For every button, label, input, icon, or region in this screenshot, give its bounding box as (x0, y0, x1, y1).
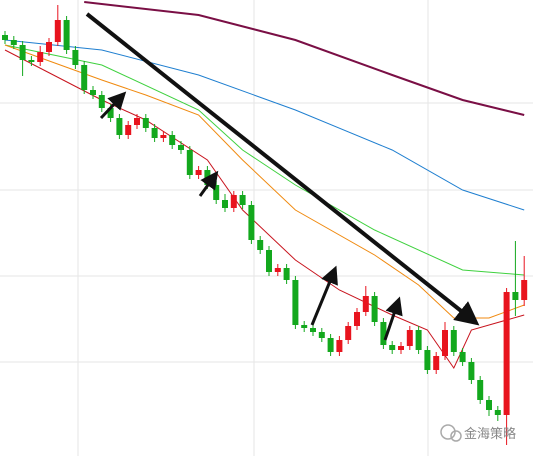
candle-body (362, 296, 369, 312)
candle-body (389, 345, 396, 350)
candle-body (116, 118, 123, 135)
candle-body (468, 362, 475, 380)
candle-body (266, 250, 272, 272)
candle-body (433, 356, 440, 370)
moving-average-line (4, 39, 525, 211)
candle-body (257, 240, 264, 250)
candle-body (354, 312, 360, 326)
candle-body (134, 118, 140, 125)
candle-body (239, 195, 246, 205)
candle-body (283, 268, 290, 280)
candle-body (54, 20, 61, 42)
candle-body (46, 42, 52, 52)
moving-average-line (4, 49, 525, 370)
candle-body (186, 150, 193, 175)
moving-average-line (4, 44, 525, 276)
candle-body (450, 330, 457, 352)
candle-body (477, 380, 484, 400)
candles (2, 5, 528, 445)
candle-body (37, 52, 44, 62)
candle-body (213, 185, 220, 200)
candle-body (10, 40, 17, 45)
watermark-text: 金海策略 (464, 426, 516, 442)
candle-body (336, 340, 343, 352)
candle-body (486, 400, 492, 410)
candle-body (125, 125, 132, 135)
candle-body (81, 65, 88, 90)
candle-body (142, 118, 149, 128)
candle-body (494, 410, 501, 415)
watermark: 金海策略 (440, 424, 516, 442)
candle-body (292, 280, 299, 325)
candle-body (380, 322, 387, 345)
candle-body (521, 280, 528, 300)
candle-body (72, 50, 79, 65)
candle-body (98, 95, 105, 108)
candle-body (424, 350, 431, 370)
candle-body (301, 325, 308, 328)
candle-body (195, 170, 202, 175)
candle-body (459, 352, 466, 362)
candle-body (63, 20, 70, 50)
candle-body (169, 135, 176, 145)
candle-body (327, 338, 334, 352)
candle-body (222, 200, 228, 208)
candle-body (19, 45, 26, 60)
candle-body (28, 60, 35, 62)
candle-body (107, 108, 114, 118)
candle-body (318, 332, 325, 338)
candle-body (371, 296, 378, 322)
candle-body (2, 35, 8, 40)
candle-body (503, 292, 510, 415)
candle-body (90, 90, 96, 95)
candle-body (398, 346, 404, 350)
candle-body (274, 268, 281, 272)
moving-average-line (84, 1, 525, 116)
candle-body (230, 195, 237, 208)
candle-body (160, 135, 167, 138)
candle-body (442, 330, 448, 356)
candle-body (248, 205, 255, 240)
candle-body (310, 328, 316, 332)
candle-body (406, 330, 413, 346)
candle-body (345, 326, 352, 340)
candle-body (178, 145, 184, 150)
moving-averages (4, 1, 525, 370)
candle-body (151, 128, 158, 138)
candle-body (512, 292, 519, 300)
candle-body (415, 330, 422, 350)
trend-arrows (85, 12, 480, 341)
